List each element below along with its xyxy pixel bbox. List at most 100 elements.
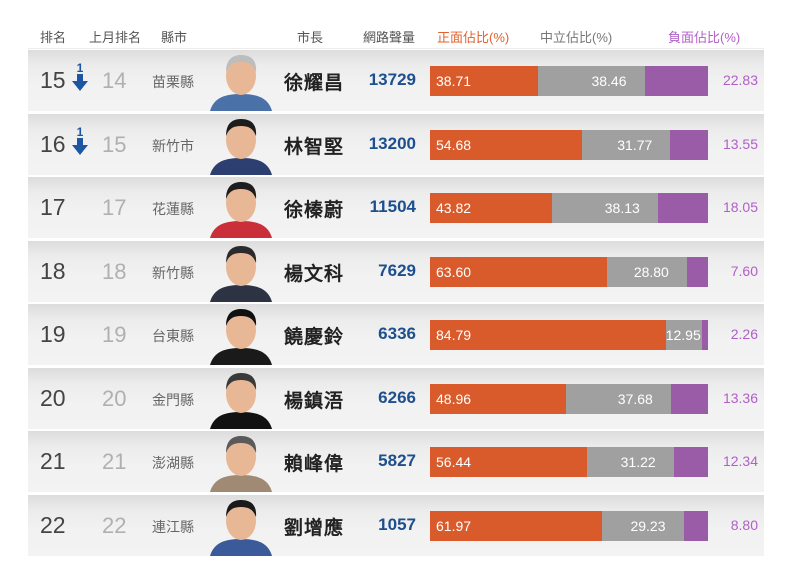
online-volume: 5827	[378, 451, 416, 470]
city: 苗栗縣	[152, 74, 194, 90]
online-volume: 13200	[368, 133, 416, 153]
table-row-21: 21 21 澎湖縣 賴峰偉 5827 56.44 31.22 12.34	[28, 431, 764, 492]
negative-value: 13.55	[722, 135, 758, 152]
header-prev-rank: 上月排名	[89, 30, 142, 45]
rank: 22	[40, 511, 66, 538]
prev-rank: 19	[102, 322, 127, 347]
city: 金門縣	[152, 391, 194, 408]
mayor-name: 劉增應	[284, 517, 345, 539]
negative-segment	[701, 320, 708, 350]
neutral-segment: 28.80	[606, 256, 687, 287]
rank-change: 1	[72, 62, 88, 91]
header-rank: 排名	[40, 30, 67, 45]
neutral-segment: 29.23	[602, 510, 684, 541]
negative-value: 8.80	[730, 516, 758, 533]
sentiment-bar: 56.44 31.22	[430, 447, 708, 477]
positive-segment: 43.82	[430, 193, 552, 223]
mayor-name: 林智堅	[284, 136, 345, 158]
mayor-name: 徐耀昌	[284, 73, 345, 94]
sentiment-bar: 84.79 12.95	[430, 320, 708, 350]
mayor-name: 楊鎮浯	[284, 390, 345, 412]
sentiment-bar: 48.96 37.68	[430, 383, 708, 414]
mayor-portrait	[208, 306, 274, 365]
online-volume: 11504	[369, 197, 416, 216]
city: 台東縣	[152, 328, 194, 344]
neutral-segment: 37.68	[566, 383, 671, 414]
neutral-segment: 31.77	[582, 129, 671, 160]
negative-segment	[670, 383, 708, 414]
portrait-icon	[210, 182, 272, 238]
table-row-18: 18 18 新竹縣 楊文科 7629 63.60 28.80 7.60	[28, 240, 764, 302]
header-mayor: 市長	[297, 30, 324, 45]
city: 新竹縣	[152, 264, 194, 281]
mayor-portrait	[208, 433, 274, 492]
mayor-portrait	[208, 243, 274, 302]
online-volume: 1057	[378, 514, 416, 534]
negative-segment	[670, 129, 708, 160]
table-row-15: 15 1 14 苗栗縣 徐耀昌 13729 38.71 38.46 22.83	[28, 50, 764, 111]
arrow-down-icon	[72, 137, 88, 155]
header-volume: 網路聲量	[363, 30, 416, 45]
header-negative: 負面佔比(%)	[668, 30, 741, 45]
portrait-icon	[210, 436, 272, 492]
neutral-segment: 31.22	[586, 447, 674, 477]
table-row-17: 17 17 花蓮縣 徐榛蔚 11504 43.82 38.13 18.05	[28, 177, 764, 238]
neutral-segment: 38.46	[537, 66, 645, 96]
online-volume: 6266	[378, 387, 416, 407]
prev-rank: 18	[102, 258, 127, 284]
negative-value: 22.83	[722, 72, 758, 88]
online-volume: 6336	[378, 324, 416, 343]
mayor-portrait	[208, 179, 274, 238]
rank: 17	[40, 194, 66, 220]
table-header: 排名 上月排名 縣市 市長 網路聲量 正面佔比(%) 中立佔比(%) 負面佔比(…	[28, 22, 764, 49]
portrait-icon	[210, 55, 272, 111]
arrow-down-icon	[72, 74, 88, 91]
neutral-segment: 12.95	[665, 320, 702, 350]
portrait-icon	[210, 499, 272, 556]
table-row-19: 19 19 台東縣 饒慶鈴 6336 84.79 12.95 2.26	[28, 304, 764, 365]
online-volume: 13729	[368, 70, 416, 89]
mayor-name: 楊文科	[284, 263, 345, 285]
header-positive: 正面佔比(%)	[437, 30, 510, 45]
mayor-name: 徐榛蔚	[284, 200, 345, 221]
sentiment-bar: 38.71 38.46	[430, 66, 708, 96]
header-city: 縣市	[161, 30, 188, 45]
rank: 18	[40, 257, 66, 284]
mayor-portrait	[208, 370, 274, 429]
rank: 21	[40, 448, 66, 474]
mayor-portrait	[208, 497, 274, 556]
positive-segment: 63.60	[430, 256, 607, 287]
city: 新竹市	[152, 137, 194, 154]
portrait-icon	[210, 118, 272, 175]
mayor-name: 饒慶鈴	[284, 327, 345, 348]
negative-segment	[644, 66, 708, 96]
rank: 16	[40, 130, 66, 157]
rank: 20	[40, 384, 66, 411]
city: 連江縣	[152, 518, 194, 535]
rank-change-value: 1	[76, 61, 84, 75]
positive-segment: 38.71	[430, 66, 538, 96]
negative-segment	[657, 193, 708, 223]
online-volume: 7629	[378, 260, 416, 280]
rank: 15	[40, 67, 66, 93]
portrait-icon	[210, 309, 272, 365]
rank: 19	[40, 321, 66, 347]
mayor-name: 賴峰偉	[284, 454, 345, 475]
prev-rank: 21	[102, 449, 127, 474]
ranking-table: 15 1 14 苗栗縣 徐耀昌 13729 38.71 38.46 22.83 …	[28, 50, 764, 558]
negative-value: 18.05	[722, 199, 758, 215]
neutral-segment: 38.13	[551, 193, 658, 223]
rank-change-value: 1	[76, 124, 84, 139]
table-row-22: 22 22 連江縣 劉增應 1057 61.97 29.23 8.80	[28, 494, 764, 556]
prev-rank: 15	[102, 131, 127, 157]
sentiment-bar: 54.68 31.77	[430, 129, 708, 160]
rank-change: 1	[72, 126, 88, 155]
table-row-20: 20 20 金門縣 楊鎮浯 6266 48.96 37.68 13.36	[28, 367, 764, 429]
city: 花蓮縣	[152, 201, 194, 217]
portrait-icon	[210, 245, 272, 302]
mayor-portrait	[208, 116, 274, 175]
negative-value: 12.34	[722, 453, 758, 469]
negative-value: 13.36	[722, 389, 758, 406]
city: 澎湖縣	[152, 455, 194, 471]
positive-segment: 56.44	[430, 447, 587, 477]
